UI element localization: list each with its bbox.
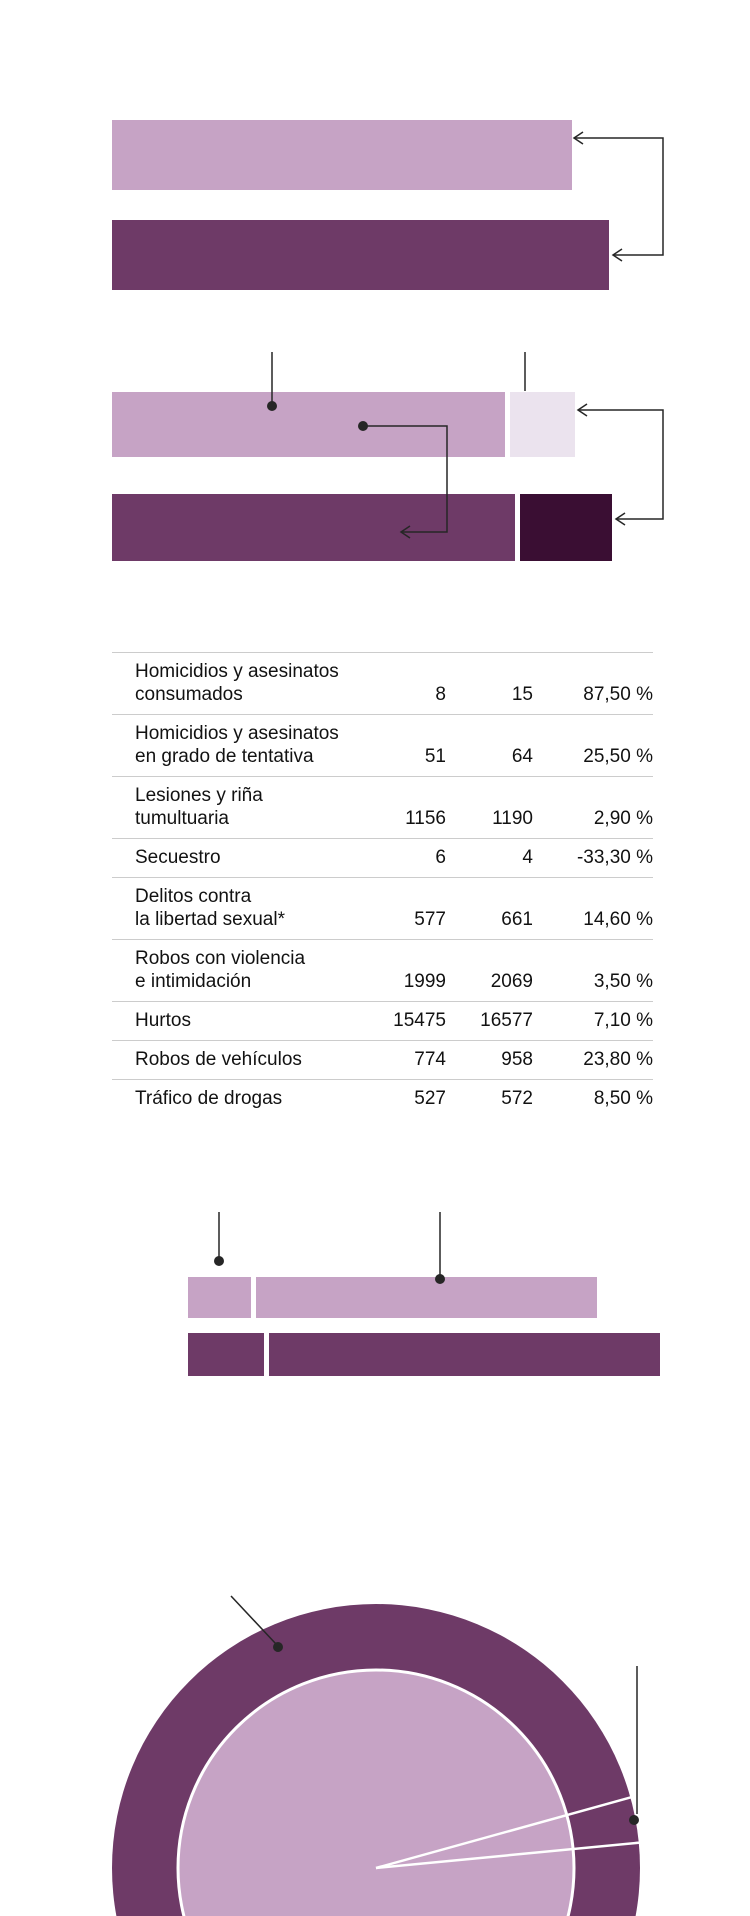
value-col-1: 527 [414,1088,446,1109]
table-row: Homicidios y asesinatos en grado de tenta… [112,714,653,776]
value-col-1: 774 [414,1049,446,1070]
value-col-1: 1999 [403,971,446,992]
arrowhead-left [611,248,623,262]
value-col-2: 572 [501,1088,533,1109]
value-col-2: 661 [501,909,533,930]
value-col-2: 4 [522,847,533,868]
arrowhead-left [576,403,588,417]
row-label: Tráfico de drogas [135,1088,283,1109]
percent-col: -33,30 % [576,847,653,868]
value-col-2: 958 [501,1049,533,1070]
callout-dot [214,1256,224,1266]
bracket-top-pair [574,137,664,256]
callout-dot [273,1642,283,1652]
table-row: Delitos contra la libertad sexual* 577 661 1… [112,877,653,939]
table-row: Tráfico de drogas 527 572 8,50 % [112,1079,653,1118]
row-label: Secuestro [135,847,221,868]
arrowhead-left [572,131,584,145]
percent-col: 14,60 % [583,909,653,930]
callout-dot [267,401,277,411]
row-label: Homicidios y asesinatos consumados [135,661,339,705]
crime-stats-table: Homicidios y asesinatos consumados 8 15 87,5… [112,652,653,1118]
bar-segment [269,1333,660,1376]
table-row: Lesiones y riña tumultuaria 1156 1190 2,90 % [112,776,653,838]
bar-segment [112,494,515,561]
bar-segment [112,220,609,290]
callout-dot [435,1274,445,1284]
percent-col: 3,50 % [593,971,653,992]
slice-separator [375,1841,640,1870]
value-col-2: 15 [511,684,533,705]
arrowhead-left [399,525,411,539]
row-label: Homicidios y asesinatos en grado de tenta… [135,723,339,767]
bar-segment [188,1277,251,1318]
percent-col: 7,10 % [593,1010,653,1031]
callout-dot [358,421,368,431]
percent-col: 25,50 % [583,746,653,767]
arrowhead-left [614,512,626,526]
bar-segment [256,1277,597,1318]
row-label: Lesiones y riña tumultuaria [135,785,263,829]
value-col-1: 1156 [405,808,446,829]
value-col-1: 51 [424,746,446,767]
leader-mid [363,425,448,533]
value-col-1: 15475 [393,1010,446,1031]
table-row: Robos de vehículos 774 958 23,80 % [112,1040,653,1079]
slice-separator [375,1795,632,1870]
callout-dot [629,1815,639,1825]
row-label: Robos con violencia e intimidación [135,948,306,992]
value-col-1: 6 [435,847,446,868]
bracket-stacked-pair [578,409,664,520]
bar-segment [188,1333,264,1376]
value-col-2: 2069 [490,971,533,992]
table-row: Hurtos 15475 16577 7,10 % [112,1001,653,1040]
bar-segment [510,392,575,457]
value-col-2: 64 [511,746,533,767]
percent-col: 8,50 % [593,1088,653,1109]
value-col-2: 16577 [480,1010,533,1031]
donut-center [176,1668,576,1916]
leader-donut-left [230,1595,277,1645]
row-label: Hurtos [135,1010,191,1031]
row-label: Robos de vehículos [135,1049,302,1070]
bar-segment [112,120,572,190]
percent-col: 2,90 % [593,808,653,829]
table-row: Secuestro 6 4 -33,30 % [112,838,653,877]
percent-col: 87,50 % [583,684,653,705]
table-row: Robos con violencia e intimidación 1999 206… [112,939,653,1001]
table-row: Homicidios y asesinatos consumados 8 15 87,5… [112,652,653,714]
percent-col: 23,80 % [583,1049,653,1070]
value-col-2: 1190 [492,808,533,829]
row-label: Delitos contra la libertad sexual* [135,886,285,930]
bar-segment [520,494,612,561]
bar-segment [112,392,505,457]
value-col-1: 8 [435,684,446,705]
value-col-1: 577 [414,909,446,930]
